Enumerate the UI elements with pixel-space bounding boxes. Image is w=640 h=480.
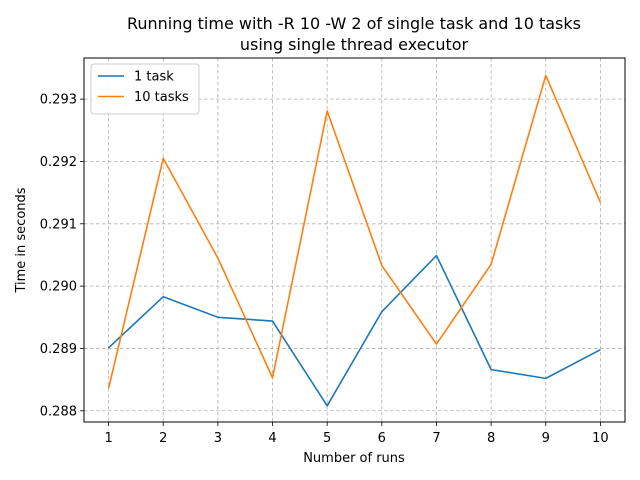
- y-tick-label: 0.291: [40, 217, 77, 232]
- y-axis: 0.288 0.289 0.290 0.291 0.292 0.293: [40, 93, 84, 419]
- y-tick-label: 0.289: [40, 342, 77, 357]
- x-tick-label: 2: [159, 431, 167, 446]
- y-tick-label: 0.293: [40, 93, 77, 108]
- series-line-1: [108, 254, 601, 407]
- legend-label-2: 10 tasks: [134, 90, 189, 105]
- x-tick-label: 5: [323, 431, 331, 446]
- y-tick-label: 0.288: [40, 404, 77, 419]
- chart-title-line2: using single thread executor: [240, 35, 469, 54]
- legend-label-1: 1 task: [134, 70, 174, 85]
- x-tick-label: 10: [592, 431, 609, 446]
- x-tick-label: 4: [268, 431, 276, 446]
- x-tick-label: 1: [104, 431, 112, 446]
- x-tick-label: 3: [214, 431, 222, 446]
- series-line-2: [107, 74, 602, 389]
- x-tick-label: 6: [378, 431, 386, 446]
- series-lines: [107, 74, 602, 407]
- legend: 1 task 10 tasks: [90, 63, 200, 115]
- plot-area-frame: [83, 57, 626, 423]
- x-tick-label: 8: [487, 431, 495, 446]
- y-tick-label: 0.292: [40, 155, 77, 170]
- y-axis-label: Time in seconds: [14, 187, 29, 293]
- chart-title-line1: Running time with -R 10 -W 2 of single t…: [127, 14, 581, 33]
- y-tick-label: 0.290: [40, 280, 77, 295]
- x-tick-label: 9: [542, 431, 550, 446]
- x-axis: 1 2 3 4 5 6 7 8 9 10: [104, 422, 609, 446]
- x-axis-label: Number of runs: [303, 451, 405, 466]
- grid: [84, 58, 625, 422]
- x-tick-label: 7: [432, 431, 440, 446]
